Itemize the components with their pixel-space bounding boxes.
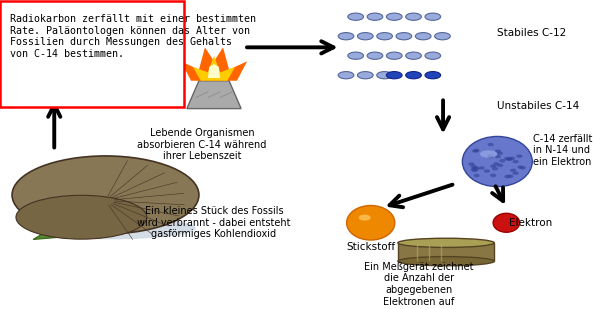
Text: Stabiles C-12: Stabiles C-12: [497, 28, 567, 38]
Circle shape: [474, 149, 479, 152]
Circle shape: [358, 72, 373, 79]
Circle shape: [518, 166, 523, 168]
Text: Stickstoff: Stickstoff: [346, 242, 395, 252]
Polygon shape: [126, 63, 179, 75]
Text: C-14 zerfällt
in N-14 und
ein Elektron: C-14 zerfällt in N-14 und ein Elektron: [533, 134, 593, 167]
Ellipse shape: [480, 150, 497, 158]
Circle shape: [406, 72, 421, 79]
Circle shape: [348, 13, 364, 20]
Circle shape: [520, 167, 525, 169]
Circle shape: [377, 72, 392, 79]
Circle shape: [338, 72, 354, 79]
Circle shape: [406, 13, 421, 20]
Ellipse shape: [398, 238, 494, 248]
Polygon shape: [193, 56, 235, 81]
Circle shape: [491, 174, 496, 176]
Circle shape: [406, 52, 421, 59]
Circle shape: [497, 152, 502, 154]
Circle shape: [387, 52, 402, 59]
Circle shape: [377, 32, 392, 40]
Ellipse shape: [347, 205, 395, 240]
Circle shape: [508, 175, 513, 177]
Ellipse shape: [12, 156, 199, 234]
Circle shape: [488, 143, 493, 146]
Ellipse shape: [16, 195, 147, 239]
FancyBboxPatch shape: [0, 2, 184, 107]
Text: Lebende Organismen
absorbieren C-14 während
ihrer Lebenszeit: Lebende Organismen absorbieren C-14 währ…: [137, 128, 267, 161]
Circle shape: [473, 167, 478, 169]
Circle shape: [510, 157, 514, 159]
Ellipse shape: [462, 137, 532, 187]
Circle shape: [500, 160, 505, 162]
Circle shape: [511, 169, 516, 171]
Circle shape: [367, 13, 383, 20]
Circle shape: [425, 52, 441, 59]
Circle shape: [358, 32, 373, 40]
Circle shape: [425, 13, 441, 20]
Polygon shape: [187, 81, 241, 108]
Circle shape: [367, 52, 383, 59]
Circle shape: [479, 167, 484, 169]
Circle shape: [415, 32, 431, 40]
Text: Elektron: Elektron: [510, 218, 553, 228]
Text: Radiokarbon zerfällt mit einer bestimmten
Rate. Paläontologen können das Alter v: Radiokarbon zerfällt mit einer bestimmte…: [10, 14, 256, 59]
Circle shape: [472, 150, 477, 152]
Circle shape: [492, 167, 497, 170]
Circle shape: [387, 72, 402, 79]
Circle shape: [425, 72, 441, 79]
Polygon shape: [208, 64, 220, 78]
Circle shape: [471, 168, 476, 171]
Circle shape: [435, 32, 451, 40]
Bar: [398, 243, 494, 261]
Text: Ein kleines Stück des Fossils
wird verbrannt - dabei entsteht
gasförmiges Kohlen: Ein kleines Stück des Fossils wird verbr…: [137, 206, 291, 239]
Circle shape: [491, 165, 496, 167]
Circle shape: [513, 172, 518, 174]
Circle shape: [505, 176, 510, 178]
Circle shape: [513, 160, 518, 163]
Circle shape: [474, 168, 478, 170]
Circle shape: [338, 32, 354, 40]
Text: Unstabiles C-14: Unstabiles C-14: [497, 101, 579, 111]
Text: Ein Meßgerät zeichnet
die Anzahl der
abgegebenen
Elektronen auf: Ein Meßgerät zeichnet die Anzahl der abg…: [364, 262, 474, 307]
Circle shape: [488, 155, 493, 157]
Circle shape: [469, 163, 474, 165]
Ellipse shape: [359, 214, 371, 221]
Circle shape: [485, 170, 489, 172]
Circle shape: [474, 174, 479, 177]
Circle shape: [496, 150, 500, 152]
Circle shape: [494, 163, 499, 165]
Circle shape: [471, 165, 476, 167]
Circle shape: [396, 32, 412, 40]
Circle shape: [505, 158, 510, 160]
Ellipse shape: [493, 213, 520, 232]
Polygon shape: [33, 217, 100, 239]
Circle shape: [472, 169, 477, 171]
Circle shape: [507, 158, 512, 160]
Polygon shape: [181, 47, 247, 81]
Ellipse shape: [27, 218, 196, 239]
Ellipse shape: [6, 29, 157, 91]
Circle shape: [488, 155, 492, 158]
Circle shape: [496, 155, 500, 158]
Circle shape: [348, 52, 364, 59]
Ellipse shape: [398, 256, 494, 266]
Circle shape: [517, 155, 522, 157]
Circle shape: [387, 13, 402, 20]
Circle shape: [507, 158, 512, 160]
Circle shape: [498, 164, 503, 167]
